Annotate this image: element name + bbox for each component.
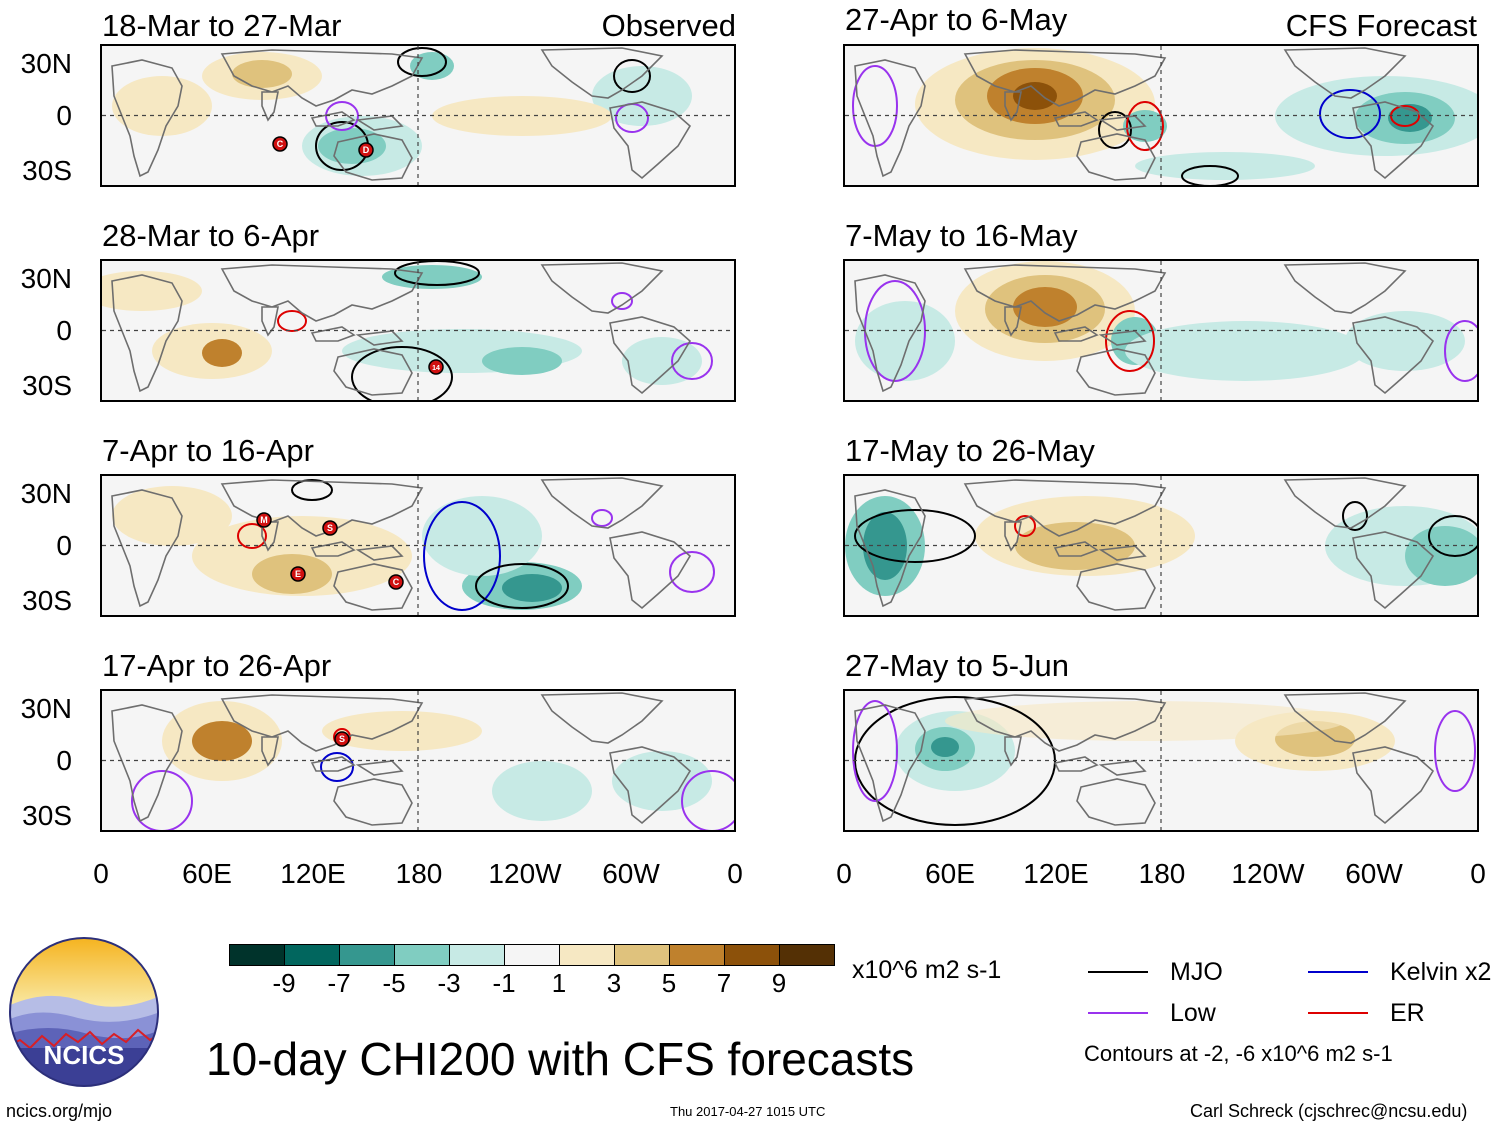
xlabel-120w: 120W: [1231, 858, 1305, 889]
legend-mjo-line: [1088, 971, 1148, 973]
colorbar-swatch: [394, 944, 450, 966]
legend-er-line: [1308, 1012, 1368, 1014]
map-panel-2: [843, 44, 1479, 187]
colorbar-label: -1: [492, 968, 516, 998]
storm-marker-label: S: [339, 734, 345, 744]
map-panel-8: [843, 689, 1479, 832]
colorbar-swatch: [229, 944, 285, 966]
map-panel-5: M S E C: [100, 474, 736, 617]
storm-marker-label: M: [260, 515, 268, 525]
storm-marker-label: S: [327, 523, 333, 533]
colorbar-swatch: [559, 944, 615, 966]
xlabel-60w: 60W: [602, 858, 660, 889]
ylabel-0: 0: [56, 100, 72, 131]
colorbar-label: 3: [606, 968, 622, 998]
ylabel-30s: 30S: [22, 155, 72, 186]
ylabel-30s: 30S: [22, 585, 72, 616]
colorbar-label: -5: [382, 968, 406, 998]
storm-marker-label: C: [277, 139, 284, 149]
panel-title-8: 27-May to 5-Jun: [845, 648, 1069, 683]
legend-kelvin-label: Kelvin x2: [1390, 958, 1492, 986]
storm-marker: E: [290, 566, 306, 582]
xlabel-60w: 60W: [1345, 858, 1403, 889]
storm-marker-label: C: [393, 577, 400, 587]
ncics-logo: NCICS: [8, 936, 160, 1088]
legend-mjo-label: MJO: [1170, 958, 1223, 986]
xlabel-60e: 60E: [925, 858, 975, 889]
panel-title-5: 7-Apr to 16-Apr: [102, 433, 314, 468]
storm-marker: D: [358, 142, 374, 158]
contours-note: Contours at -2, -6 x10^6 m2 s-1: [1084, 1041, 1393, 1066]
panel-title-1: 18-Mar to 27-Mar: [102, 8, 342, 43]
map-panel-6: [843, 474, 1479, 617]
xlabel-0-end: 0: [1470, 858, 1486, 889]
storm-marker-label: D: [363, 145, 370, 155]
xlabel-120e: 120E: [1023, 858, 1089, 889]
colorbar-swatch: [449, 944, 505, 966]
panel-title-2: 27-Apr to 6-May: [845, 2, 1068, 37]
panel-title-6: 17-May to 26-May: [845, 433, 1095, 468]
ylabel-30n: 30N: [20, 263, 72, 294]
xlabel-120w: 120W: [488, 858, 562, 889]
legend-kelvin-line: [1308, 971, 1368, 973]
colorbar-swatch: [614, 944, 670, 966]
colorbar-swatch: [669, 944, 725, 966]
colorbar-swatch: [779, 944, 835, 966]
ylabel-30n: 30N: [20, 48, 72, 79]
panel-title-3: 28-Mar to 6-Apr: [102, 218, 320, 253]
storm-marker: 14: [428, 359, 444, 375]
footer-timestamp: Thu 2017-04-27 1015 UTC: [670, 1104, 826, 1119]
colorbar-label: 7: [716, 968, 732, 998]
xlabel-60e: 60E: [182, 858, 232, 889]
colorbar-label: -9: [272, 968, 296, 998]
ylabel-30s: 30S: [22, 370, 72, 401]
colorbar-swatch: [284, 944, 340, 966]
panel-title-7: 17-Apr to 26-Apr: [102, 648, 332, 683]
colorbar-label: 9: [771, 968, 787, 998]
xlabel-180: 180: [395, 858, 443, 889]
ylabel-0: 0: [56, 315, 72, 346]
legend-low-label: Low: [1170, 999, 1216, 1027]
colorbar-label: 1: [551, 968, 567, 998]
map-panel-4: [843, 259, 1479, 402]
storm-marker: M: [256, 512, 272, 528]
ylabel-0: 0: [56, 530, 72, 561]
xlabel-0: 0: [836, 858, 852, 889]
legend-low-line: [1088, 1012, 1148, 1014]
colorbar-swatch: [724, 944, 780, 966]
map-panel-7: MS: [100, 689, 736, 832]
storm-marker: S: [334, 731, 350, 747]
legend-er-label: ER: [1390, 999, 1425, 1027]
main-title: 10-day CHI200 with CFS forecasts: [206, 1033, 915, 1085]
storm-marker-label: E: [295, 569, 301, 579]
storm-marker: S: [322, 520, 338, 536]
ylabel-30s: 30S: [22, 800, 72, 831]
ylabel-30n: 30N: [20, 693, 72, 724]
storm-marker: C: [388, 574, 404, 590]
storm-marker-label: 14: [432, 365, 440, 372]
ylabel-30n: 30N: [20, 478, 72, 509]
xlabel-180: 180: [1138, 858, 1186, 889]
map-panel-3: 14: [100, 259, 736, 402]
storm-marker: C: [272, 136, 288, 152]
panel-tag-observed: Observed: [601, 8, 736, 43]
colorbar-label: -7: [327, 968, 351, 998]
ncics-logo-text: NCICS: [44, 1040, 125, 1070]
xlabel-120e: 120E: [280, 858, 346, 889]
footer-url: ncics.org/mjo: [6, 1101, 113, 1121]
colorbar-swatch: [504, 944, 560, 966]
footer-author: Carl Schreck (cjschrec@ncsu.edu): [1190, 1101, 1468, 1121]
xlabel-0: 0: [93, 858, 109, 889]
ylabel-0: 0: [56, 745, 72, 776]
colorbar-swatch: [339, 944, 395, 966]
xlabel-0-end: 0: [727, 858, 743, 889]
colorbar-label: 5: [661, 968, 677, 998]
panel-tag-forecast: CFS Forecast: [1285, 8, 1477, 43]
colorbar-label: -3: [437, 968, 461, 998]
colorbar-units: x10^6 m2 s-1: [852, 956, 1002, 984]
panel-title-4: 7-May to 16-May: [845, 218, 1078, 253]
